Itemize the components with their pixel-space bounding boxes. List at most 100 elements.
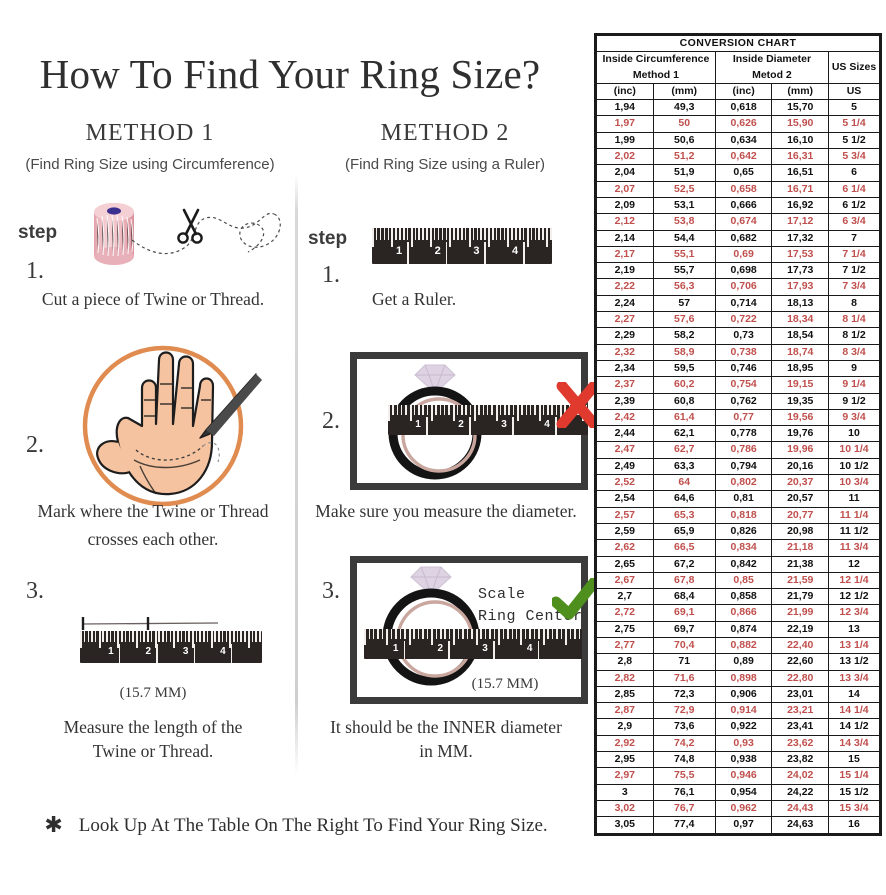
scale-ring-center-label: Scale Ring Center: [478, 584, 583, 628]
table-row: 2,19 55,7 0,698 17,73 7 1/2: [596, 262, 880, 280]
table-cell: 62,1: [652, 425, 716, 443]
table-cell: 2,17: [596, 245, 654, 264]
ruler-tick: [507, 228, 510, 247]
group-0-line-1: Inside Circumference: [602, 53, 710, 66]
ruler-tick: [94, 631, 97, 642]
method-2-step-1-number: 1.: [322, 262, 340, 288]
table-cell: 0,618: [714, 99, 773, 117]
ruler-tick: [413, 629, 415, 640]
table-cell: 8: [828, 294, 880, 313]
table-cell: 61,4: [652, 408, 716, 427]
ruler-tick: [381, 629, 384, 640]
ruler-tick: [229, 631, 232, 648]
ruler-tick: [480, 228, 482, 241]
table-cell: 5 1/2: [828, 131, 880, 150]
ruler-major-tick: [407, 242, 409, 264]
ruler-tick: [251, 631, 254, 642]
ruler-tick: [468, 228, 471, 247]
table-cell: 0,786: [714, 441, 773, 459]
ruler-tick: [426, 228, 428, 241]
ruler-tick: [556, 629, 558, 640]
ruler-tick: [465, 405, 467, 416]
table-cell: 65,3: [652, 506, 716, 524]
table-title: CONVERSION CHART: [596, 34, 880, 53]
table-cell: 2,47: [596, 441, 654, 459]
ruler-number: 1: [395, 245, 403, 258]
ruler-tick: [430, 228, 432, 247]
ruler-tick: [124, 631, 127, 642]
ruler-tick: [128, 631, 131, 642]
ruler-tick: [534, 405, 536, 416]
ruler-tick: [515, 228, 517, 241]
table-cell: 19,15: [771, 376, 830, 394]
table-row: 3,02 76,7 0,962 24,43 15 3/4: [596, 799, 880, 818]
ruler-tick: [199, 631, 201, 642]
group-0-line-2: Method 1: [632, 68, 679, 81]
table-cell: 6: [828, 164, 880, 182]
table-cell: 0,738: [714, 343, 773, 361]
ruler-tick: [413, 405, 416, 416]
table-cell: 23,41: [771, 718, 830, 736]
ruler-tick: [515, 629, 518, 640]
table-row: 2,07 52,5 0,658 16,71 6 1/4: [596, 180, 880, 198]
table-cell: 0,778: [714, 425, 773, 443]
ruler-tick: [466, 629, 469, 640]
ruler-major-tick: [493, 641, 495, 659]
table-cell: 2,24: [596, 294, 654, 313]
table-cell: 2,65: [596, 555, 654, 573]
table-cell: 15: [828, 751, 880, 769]
ruler-tick: [426, 405, 429, 416]
ruler-tick: [162, 631, 164, 642]
table-cell: 2,77: [596, 636, 654, 655]
table-cell: 3,02: [596, 799, 654, 818]
table-cell: 2,04: [596, 164, 654, 182]
ruler-tick: [386, 629, 389, 645]
table-row: 2,85 72,3 0,906 23,01 14: [596, 685, 880, 704]
table-cell: 0,842: [714, 555, 773, 573]
table-cell: 18,34: [771, 311, 830, 329]
table-cell: 2,07: [596, 180, 654, 198]
ruler-tick: [472, 228, 475, 241]
ruler-tick: [489, 629, 491, 640]
table-row: 2,04 51,9 0,65 16,51 6: [596, 164, 880, 182]
ruler-tick: [247, 631, 250, 648]
table-row: 2,57 65,3 0,818 20,77 11 1/4: [596, 506, 880, 524]
ruler-tick: [546, 228, 549, 247]
ruler-number: 4: [220, 645, 226, 657]
table-cell: 0,714: [714, 294, 773, 313]
table-cell: 2,62: [596, 539, 654, 557]
table-row: 2,27 57,6 0,722 18,34 8 1/4: [596, 311, 880, 329]
ruler-tick: [526, 228, 529, 247]
table-cell: 16,31: [771, 148, 830, 166]
ruler-tick: [538, 228, 540, 241]
ruler-tick: [441, 228, 444, 241]
table-cell: 0,674: [714, 213, 773, 231]
table-cell: 0,794: [714, 457, 773, 476]
ruler-tick: [482, 405, 485, 416]
table-cell: 19,35: [771, 392, 830, 410]
ruler-number: 1: [415, 419, 421, 431]
table-cell: 70,4: [652, 636, 716, 655]
ruler-tick: [495, 228, 498, 241]
table-cell: 1,94: [596, 99, 654, 117]
method-2-step-3-caption-line-1: It should be the INNER diameter: [330, 717, 562, 737]
table-row: 3 76,1 0,954 24,22 15 1/2: [596, 783, 880, 801]
ruler-tick: [399, 629, 402, 640]
ruler-major-tick: [193, 643, 196, 663]
ruler-tick: [551, 629, 554, 640]
ruler-tick: [478, 405, 480, 416]
table-cell: 22,40: [771, 636, 830, 655]
ruler-number: 3: [473, 245, 480, 258]
table-cell: 5 3/4: [828, 148, 880, 166]
table-cell: 24,63: [771, 816, 830, 834]
method-2-header: METHOD 2 (Find Ring Size using a Ruler): [300, 120, 590, 173]
table-cell: 0,874: [714, 620, 773, 638]
group-inside-diameter: Inside Diameter Metod 2: [714, 51, 830, 84]
scale-label-line-2: Ring Center: [478, 607, 583, 625]
ruler-tick: [519, 228, 521, 241]
table-cell: 16,51: [771, 164, 830, 182]
ruler-number: 4: [544, 419, 550, 431]
ruler-tick: [533, 629, 536, 640]
table-cell: 0,938: [714, 751, 773, 769]
